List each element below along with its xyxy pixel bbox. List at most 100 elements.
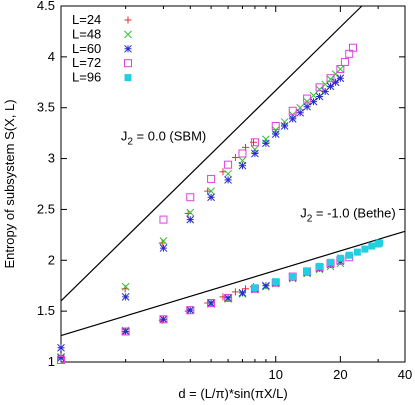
data-point: [224, 176, 232, 184]
data-point: [57, 355, 65, 364]
data-point: [288, 115, 297, 123]
data-point: [250, 138, 259, 147]
y-tick-label: 1: [48, 354, 55, 369]
data-point: [224, 293, 233, 302]
data-point: [288, 106, 297, 115]
y-tick-label: 4.5: [37, 0, 55, 13]
legend-label: L=48: [72, 26, 101, 41]
data-point: [321, 87, 330, 96]
data-point: [207, 299, 215, 307]
data-points: [57, 43, 384, 364]
data-point: [238, 288, 247, 297]
data-point: [158, 239, 166, 247]
annotations: J2 = 0.0 (SBM) J2 = -1.0 (Bethe): [121, 128, 396, 224]
data-point: [296, 108, 305, 117]
data-point: [219, 168, 227, 176]
data-point: [207, 174, 216, 183]
data-point: [186, 193, 195, 202]
data-point: [271, 122, 280, 131]
data-point: [331, 78, 340, 87]
series-l-96: [251, 239, 384, 292]
data-point: [315, 92, 324, 101]
data-point: [309, 91, 318, 100]
data-point: [224, 294, 232, 302]
data-point: [303, 267, 311, 275]
data-point: [204, 187, 212, 195]
data-point: [207, 187, 215, 195]
annotation: J2 = -1.0 (Bethe): [300, 206, 396, 225]
y-axis-title: Entropy of subsystem S(X, L): [2, 99, 17, 268]
data-point: [348, 43, 357, 52]
y-tick-label: 2.5: [37, 201, 55, 216]
data-point: [336, 65, 345, 73]
data-point: [336, 254, 344, 262]
legend-marker: [124, 74, 132, 82]
data-point: [289, 273, 297, 281]
plot-frame: [60, 5, 406, 363]
data-point: [368, 242, 376, 250]
y-tick-label: 2: [48, 252, 55, 267]
series-l-72: [57, 43, 357, 364]
data-point: [121, 282, 130, 291]
fit-lines: [60, 5, 406, 337]
data-point: [159, 315, 168, 324]
legend-label: L=72: [72, 55, 101, 70]
data-point: [271, 130, 280, 139]
data-point: [303, 94, 312, 103]
data-point: [303, 102, 311, 111]
x-tick-label: 40: [398, 367, 412, 382]
data-point: [207, 299, 216, 308]
y-tick-label: 4: [48, 49, 55, 64]
data-point: [207, 193, 215, 202]
legend-label: L=24: [72, 12, 101, 27]
data-point: [57, 354, 65, 362]
x-tick-label: 20: [333, 367, 347, 382]
data-point: [231, 288, 239, 296]
data-point: [219, 293, 227, 301]
annotation: J2 = 0.0 (SBM): [121, 128, 206, 147]
data-point: [326, 74, 335, 83]
data-point: [57, 343, 65, 352]
data-point: [262, 281, 270, 290]
data-point: [159, 237, 168, 245]
fit-line: [60, 5, 363, 302]
data-point: [340, 57, 349, 66]
legend-marker: [124, 59, 132, 68]
data-point: [121, 293, 130, 301]
data-point: [159, 244, 168, 252]
data-point: [309, 97, 318, 106]
data-point: [327, 258, 335, 266]
data-point: [159, 215, 168, 224]
data-point: [376, 239, 384, 247]
legend-marker: [124, 30, 132, 39]
data-point: [238, 149, 247, 158]
data-point: [336, 74, 345, 83]
y-tick-label: 1.5: [37, 303, 55, 318]
data-point: [326, 82, 335, 91]
data-point: [121, 327, 130, 336]
data-point: [251, 149, 259, 158]
data-point: [336, 65, 345, 74]
data-point: [186, 215, 195, 224]
data-point: [231, 154, 239, 162]
data-point: [121, 327, 130, 336]
data-point: [345, 251, 353, 259]
legend-marker: [124, 16, 132, 24]
y-tick-label: 3: [48, 151, 55, 166]
data-point: [224, 160, 233, 169]
data-point: [159, 315, 168, 324]
y-tick-label: 3.5: [37, 100, 55, 115]
data-point: [316, 262, 324, 270]
x-axis-title: d = (L/π)*sin(πX/L): [178, 386, 287, 401]
data-point: [251, 284, 259, 292]
legend-label: L=60: [72, 41, 101, 56]
data-point: [238, 161, 247, 170]
data-point: [272, 278, 280, 286]
axis-ticks: 1 1.5 2 2.5 3 3.5 4 4.5 10 20 40: [37, 0, 412, 382]
data-point: [224, 169, 232, 178]
data-point: [280, 122, 289, 130]
data-point: [361, 245, 369, 253]
data-point: [262, 139, 270, 148]
x-tick-label: 10: [268, 367, 282, 382]
